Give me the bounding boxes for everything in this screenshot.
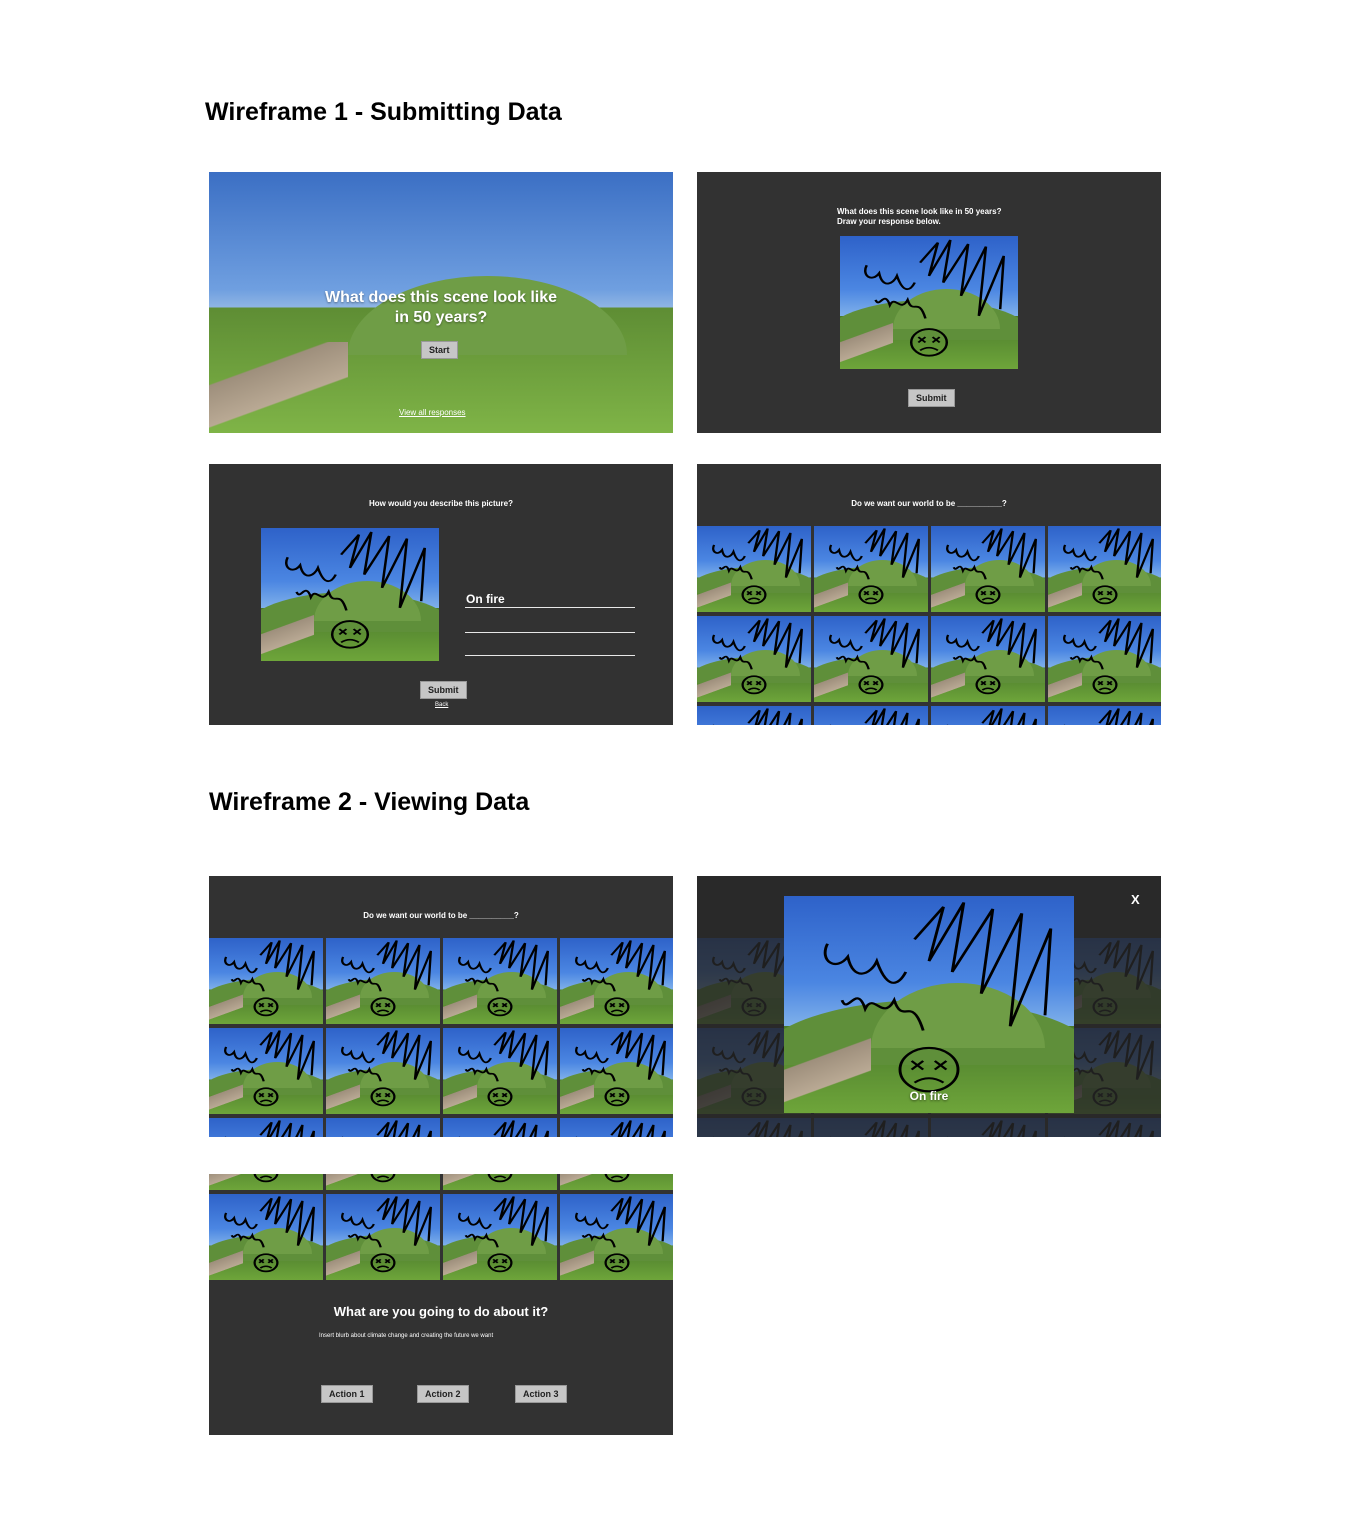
response-tile[interactable] bbox=[443, 1028, 557, 1114]
expanded-drawing: On fire bbox=[784, 896, 1074, 1113]
w2-gallery-screen: Do we want our world to be __________? bbox=[209, 876, 673, 1137]
drawing-caption: On fire bbox=[909, 1089, 949, 1103]
response-grid bbox=[697, 526, 1161, 725]
response-tile[interactable] bbox=[443, 938, 557, 1024]
w1-describe-screen: How would you describe this picture? On … bbox=[209, 464, 673, 725]
response-tile[interactable] bbox=[560, 1194, 673, 1280]
answer-line-1[interactable] bbox=[465, 607, 635, 608]
close-icon[interactable]: X bbox=[1131, 892, 1140, 907]
response-tile[interactable] bbox=[931, 526, 1045, 612]
response-tile[interactable] bbox=[326, 1194, 440, 1280]
response-tile[interactable] bbox=[209, 938, 323, 1024]
response-tile[interactable] bbox=[209, 1194, 323, 1280]
response-tile[interactable] bbox=[1048, 706, 1161, 725]
response-tile[interactable] bbox=[697, 616, 811, 702]
gallery-question: Do we want our world to be __________? bbox=[851, 499, 1007, 508]
answer-line-3[interactable] bbox=[465, 655, 635, 656]
back-link[interactable]: Back bbox=[435, 702, 449, 708]
w2-response-grid bbox=[209, 938, 673, 1137]
response-tile[interactable] bbox=[814, 616, 928, 702]
w1-draw-screen: What does this scene look like in 50 yea… bbox=[697, 172, 1161, 433]
response-tile[interactable] bbox=[209, 1028, 323, 1114]
response-tile[interactable] bbox=[1048, 1118, 1161, 1137]
w1-start-screen: What does this scene look like in 50 yea… bbox=[209, 172, 673, 433]
response-tile[interactable] bbox=[697, 706, 811, 725]
response-tile[interactable] bbox=[814, 526, 928, 612]
w2-action-screen: What are you going to do about it? Inser… bbox=[209, 1174, 673, 1435]
drawing-canvas[interactable] bbox=[840, 236, 1018, 369]
describe-question: How would you describe this picture? bbox=[368, 499, 513, 508]
action-1-button[interactable]: Action 1 bbox=[321, 1385, 373, 1403]
submitted-drawing bbox=[261, 528, 439, 661]
draw-prompt-line2: Draw your response below. bbox=[837, 217, 941, 226]
response-tile[interactable] bbox=[326, 1174, 440, 1190]
response-tile[interactable] bbox=[560, 1118, 673, 1137]
landscape-photo bbox=[209, 172, 673, 433]
response-tile[interactable] bbox=[443, 1174, 557, 1190]
action-3-button[interactable]: Action 3 bbox=[515, 1385, 567, 1403]
wireframe2-title: Wireframe 2 - Viewing Data bbox=[209, 788, 530, 816]
response-tile[interactable] bbox=[560, 938, 673, 1024]
response-tile[interactable] bbox=[931, 616, 1045, 702]
response-tile[interactable] bbox=[931, 706, 1045, 725]
response-tile[interactable] bbox=[443, 1118, 557, 1137]
w2-gallery-question: Do we want our world to be __________? bbox=[363, 911, 519, 920]
view-all-responses-link[interactable]: View all responses bbox=[399, 408, 466, 417]
action-blurb: Insert blurb about climate change and cr… bbox=[319, 1333, 494, 1339]
response-tile[interactable] bbox=[931, 1118, 1045, 1137]
start-button[interactable]: Start bbox=[421, 341, 458, 359]
draw-prompt-line1: What does this scene look like in 50 yea… bbox=[837, 207, 1002, 216]
scribble-drawing bbox=[864, 239, 1006, 357]
response-tile[interactable] bbox=[814, 1118, 928, 1137]
describe-answer-1[interactable]: On fire bbox=[466, 592, 505, 606]
response-tile[interactable] bbox=[1048, 526, 1161, 612]
action-2-button[interactable]: Action 2 bbox=[417, 1385, 469, 1403]
w1-gallery-screen: Do we want our world to be __________? bbox=[697, 464, 1161, 725]
answer-line-2[interactable] bbox=[465, 632, 635, 633]
draw-submit-button[interactable]: Submit bbox=[908, 389, 955, 407]
response-tile[interactable] bbox=[560, 1028, 673, 1114]
start-question: What does this scene look like in 50 yea… bbox=[324, 289, 558, 326]
response-tile[interactable] bbox=[697, 526, 811, 612]
response-tile[interactable] bbox=[560, 1174, 673, 1190]
response-tile[interactable] bbox=[814, 706, 928, 725]
response-tile[interactable] bbox=[326, 938, 440, 1024]
response-tile[interactable] bbox=[209, 1174, 323, 1190]
response-tile[interactable] bbox=[697, 1118, 811, 1137]
w2-detail-screen: On fire X bbox=[697, 876, 1161, 1137]
response-tile[interactable] bbox=[209, 1118, 323, 1137]
wireframe1-title: Wireframe 1 - Submitting Data bbox=[205, 98, 562, 126]
describe-submit-button[interactable]: Submit bbox=[420, 681, 467, 699]
response-tile[interactable] bbox=[1048, 616, 1161, 702]
response-tile[interactable] bbox=[326, 1028, 440, 1114]
response-tile[interactable] bbox=[326, 1118, 440, 1137]
response-tile[interactable] bbox=[443, 1194, 557, 1280]
action-heading: What are you going to do about it? bbox=[333, 1304, 549, 1319]
